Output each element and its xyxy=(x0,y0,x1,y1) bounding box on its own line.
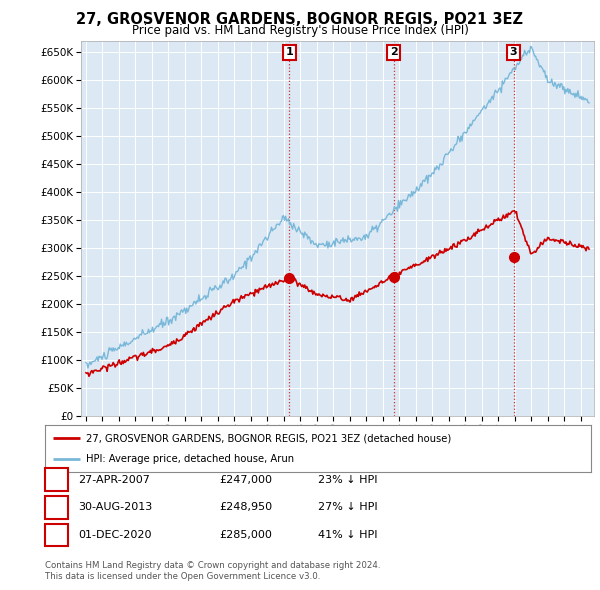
Text: 2: 2 xyxy=(390,47,398,57)
Text: 3: 3 xyxy=(509,47,517,57)
Text: 41% ↓ HPI: 41% ↓ HPI xyxy=(318,530,377,540)
Text: 23% ↓ HPI: 23% ↓ HPI xyxy=(318,475,377,484)
Text: 1: 1 xyxy=(52,473,61,486)
Text: 2: 2 xyxy=(52,501,61,514)
Text: 1: 1 xyxy=(285,47,293,57)
Text: £248,950: £248,950 xyxy=(219,503,272,512)
Text: £285,000: £285,000 xyxy=(219,530,272,540)
Text: 27-APR-2007: 27-APR-2007 xyxy=(78,475,150,484)
Text: 3: 3 xyxy=(52,529,61,542)
Text: 30-AUG-2013: 30-AUG-2013 xyxy=(78,503,152,512)
Text: Price paid vs. HM Land Registry's House Price Index (HPI): Price paid vs. HM Land Registry's House … xyxy=(131,24,469,37)
Text: 27% ↓ HPI: 27% ↓ HPI xyxy=(318,503,377,512)
Text: £247,000: £247,000 xyxy=(219,475,272,484)
Text: 27, GROSVENOR GARDENS, BOGNOR REGIS, PO21 3EZ: 27, GROSVENOR GARDENS, BOGNOR REGIS, PO2… xyxy=(77,12,523,27)
Text: 01-DEC-2020: 01-DEC-2020 xyxy=(78,530,151,540)
Text: 27, GROSVENOR GARDENS, BOGNOR REGIS, PO21 3EZ (detached house): 27, GROSVENOR GARDENS, BOGNOR REGIS, PO2… xyxy=(86,433,451,443)
Text: HPI: Average price, detached house, Arun: HPI: Average price, detached house, Arun xyxy=(86,454,294,464)
Text: Contains HM Land Registry data © Crown copyright and database right 2024.: Contains HM Land Registry data © Crown c… xyxy=(45,560,380,569)
Text: This data is licensed under the Open Government Licence v3.0.: This data is licensed under the Open Gov… xyxy=(45,572,320,581)
